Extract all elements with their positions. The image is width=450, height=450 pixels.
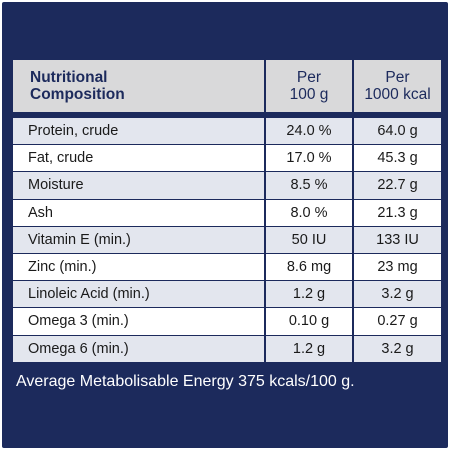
per-100g-cell: 8.0 % [266, 199, 352, 227]
nutrient-name-cell: Protein, crude [13, 118, 264, 146]
nutrient-name-cell: Zinc (min.) [13, 253, 264, 282]
energy-footnote: Average Metabolisable Energy 375 kcals/1… [16, 373, 355, 390]
per-1000kcal-cell: 0.27 g [354, 308, 441, 336]
header-title-line2: Composition [30, 86, 125, 103]
header-col-per-100g: Per 100 g [266, 60, 352, 112]
header-title: Nutritional Composition [13, 60, 264, 112]
per-100g-cell: 50 IU [266, 226, 352, 254]
per-100g-cell: 1.2 g [266, 335, 352, 363]
per-1000kcal-cell: 45.3 g [354, 145, 441, 173]
per-1000kcal-cell: 23 mg [354, 253, 441, 282]
per-100g-cell: 8.6 mg [266, 253, 352, 282]
header-col2-line2: 1000 kcal [364, 86, 431, 103]
nutrient-name-cell: Ash [13, 199, 264, 227]
per-100g-cell: 1.2 g [266, 281, 352, 309]
header-col-per-1000kcal: Per 1000 kcal [354, 60, 441, 112]
header-col2-line1: Per [385, 69, 410, 86]
table-body: Protein, crude 24.0 % 64.0 g Fat, crude 17.0… [13, 118, 441, 363]
per-1000kcal-cell: 21.3 g [354, 199, 441, 227]
per-100g-cell: 8.5 % [266, 172, 352, 200]
per-1000kcal-cell: 22.7 g [354, 172, 441, 200]
nutrient-name-cell: Vitamin E (min.) [13, 226, 264, 254]
header-col1-line1: Per [296, 69, 322, 86]
per-100g-cell: 0.10 g [266, 308, 352, 336]
per-1000kcal-cell: 3.2 g [354, 281, 441, 309]
per-100g-cell: 24.0 % [266, 118, 352, 146]
table-header: Nutritional Composition Per 100 g Per 10… [13, 60, 441, 112]
nutrient-name-cell: Moisture [13, 172, 264, 200]
per-1000kcal-cell: 64.0 g [354, 118, 441, 146]
per-1000kcal-cell: 133 IU [354, 226, 441, 254]
header-col1-line2: 100 g [289, 86, 329, 103]
header-title-line1: Nutritional [30, 69, 108, 86]
nutrient-name-cell: Omega 3 (min.) [13, 308, 264, 336]
nutrient-name-cell: Fat, crude [13, 145, 264, 173]
per-1000kcal-cell: 3.2 g [354, 335, 441, 363]
nutrient-name-cell: Omega 6 (min.) [13, 335, 264, 363]
per-100g-cell: 17.0 % [266, 145, 352, 173]
nutrient-name-cell: Linoleic Acid (min.) [13, 281, 264, 309]
